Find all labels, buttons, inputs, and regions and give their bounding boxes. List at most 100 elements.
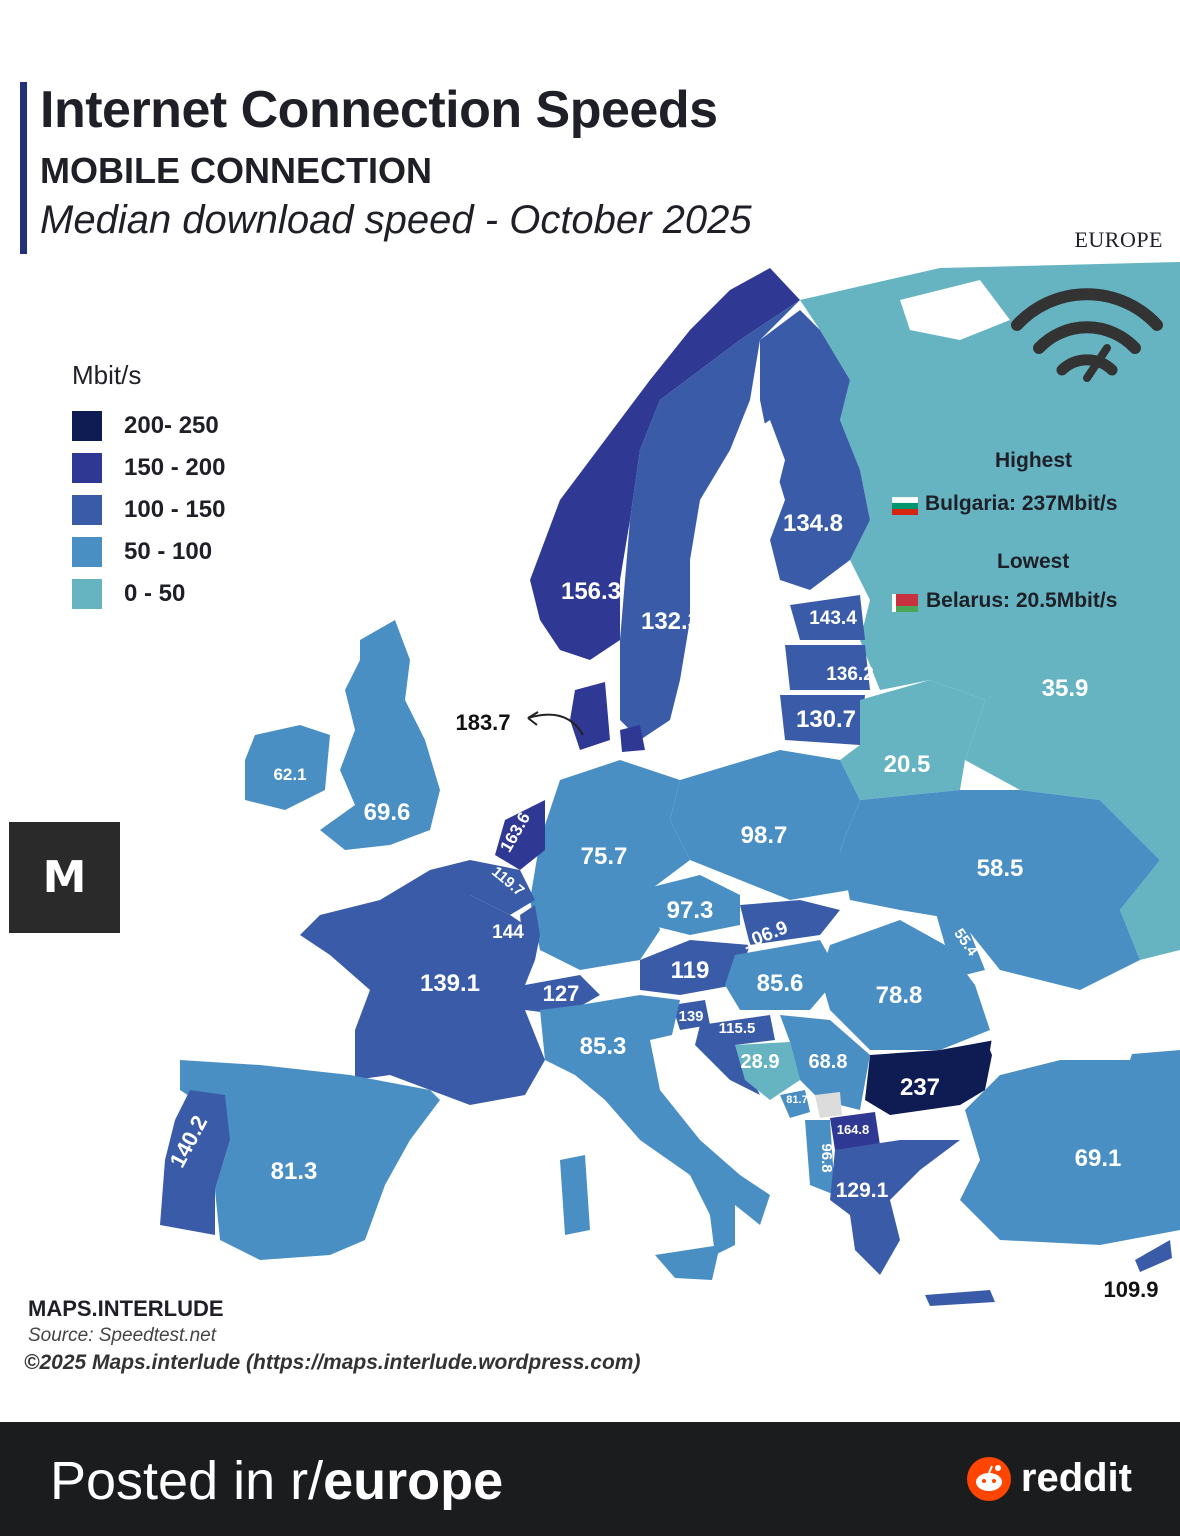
label-romania: 78.8 [876, 982, 923, 1009]
legend-label: 50 - 100 [124, 538, 213, 565]
label-france: 139.1 [420, 970, 480, 997]
country-italy [540, 995, 770, 1255]
country-denmark [570, 682, 610, 750]
country-finland [760, 310, 870, 590]
country-latvia [785, 645, 870, 690]
country-belgium [470, 860, 535, 915]
country-poland [670, 750, 860, 900]
footer-brand: MAPS.INTERLUDE [28, 1296, 224, 1321]
country-ukraine [840, 790, 1160, 990]
legend-label: 0 - 50 [124, 580, 186, 607]
map-subtitle: MOBILE CONNECTION [40, 150, 432, 191]
country-lithuania [780, 695, 865, 745]
label-germany: 75.7 [581, 843, 628, 870]
country-ireland [245, 725, 330, 810]
legend: Mbit/s 200- 250 150 - 200 100 - 150 50 -… [72, 360, 225, 615]
country-estonia [790, 595, 865, 640]
label-croatia: 115.5 [719, 1020, 756, 1037]
label-spain: 81.3 [271, 1158, 318, 1185]
legend-swatch [72, 411, 102, 441]
map-description: Median download speed - October 2025 [40, 198, 752, 242]
posted-prefix: Posted in r/ [50, 1451, 324, 1511]
country-italy-sardinia [560, 1155, 590, 1235]
country-montenegro [780, 1090, 810, 1118]
country-netherlands [495, 800, 545, 870]
legend-swatch [72, 495, 102, 525]
legend-item: 150 - 200 [72, 447, 225, 489]
legend-item: 100 - 150 [72, 489, 225, 531]
country-croatia [695, 1015, 775, 1095]
sea-black-sea [990, 990, 1150, 1075]
region-label: EUROPE [1074, 227, 1163, 252]
label-montenegro: 81.7 [786, 1094, 807, 1106]
label-bulgaria: 237 [900, 1074, 940, 1101]
country-kola [900, 280, 1010, 340]
map-value-labels: 134.8 132.3 156.3 143.4 136.2 130.7 35.9… [164, 510, 1158, 1302]
label-luxembourg: 144 [492, 922, 524, 943]
country-greece-crete [925, 1290, 995, 1306]
country-uk [320, 620, 440, 850]
label-finland: 134.8 [783, 510, 843, 537]
country-france [300, 860, 545, 1105]
country-hungary [725, 940, 840, 1010]
label-bosnia: 28.9 [741, 1051, 780, 1073]
country-czechia [640, 875, 740, 935]
legend-item: 0 - 50 [72, 573, 225, 615]
label-switzerland: 127 [543, 981, 580, 1006]
legend-title: Mbit/s [72, 360, 142, 390]
denmark-arrow [527, 713, 584, 736]
country-slovenia [672, 1000, 710, 1030]
country-belarus [840, 680, 985, 800]
country-norway [530, 268, 800, 660]
reddit-snoo-icon [966, 1456, 1011, 1501]
country-romania [820, 920, 990, 1050]
country-bulgaria [865, 1040, 995, 1115]
label-lithuania: 130.7 [796, 706, 856, 733]
reddit-footer-bar: Posted in r/europe reddit [0, 1422, 1180, 1536]
country-russia [800, 262, 1180, 960]
legend-item: 200- 250 [72, 405, 225, 447]
label-turkey: 69.1 [1075, 1145, 1122, 1172]
label-ukraine: 58.5 [977, 855, 1024, 882]
lowest-text: Belarus: 20.5Mbit/s [926, 589, 1118, 612]
country-portugal [160, 1090, 230, 1235]
label-ireland: 62.1 [273, 765, 306, 784]
denmark-arrowhead [527, 711, 539, 726]
country-turkey [960, 1050, 1180, 1245]
label-poland: 98.7 [741, 822, 788, 849]
legend-label: 150 - 200 [124, 454, 226, 481]
map-title: Internet Connection Speeds [40, 81, 718, 139]
belarus-flag-icon [892, 594, 918, 612]
label-greece: 129.1 [836, 1179, 889, 1202]
legend-label: 200- 250 [124, 412, 219, 439]
bulgaria-flag-icon [892, 497, 918, 515]
label-russia: 35.9 [1042, 675, 1089, 702]
label-estonia: 143.4 [809, 608, 857, 629]
country-north-macedonia [830, 1112, 880, 1150]
subreddit-link[interactable]: europe [323, 1451, 504, 1511]
legend-swatch [72, 579, 102, 609]
country-albania [805, 1120, 835, 1195]
wifi-speed-icon [1011, 288, 1163, 382]
country-kosovo [815, 1092, 842, 1118]
country-italy-sicily [655, 1245, 720, 1280]
country-moldova [935, 910, 985, 975]
maps-interlude-logo-icon: Μ [9, 822, 120, 933]
logo-glyph: Μ [42, 852, 87, 903]
reddit-wordmark: reddit [1020, 1456, 1132, 1500]
reddit-brand[interactable]: reddit [966, 1456, 1132, 1501]
legend-swatch [72, 537, 102, 567]
country-austria [640, 940, 750, 995]
label-austria: 119 [671, 957, 710, 984]
country-cyprus [1135, 1240, 1172, 1272]
label-albania: 96.8 [818, 1143, 835, 1172]
lowest-heading: Lowest [997, 550, 1070, 573]
highest-text: Bulgaria: 237Mbit/s [925, 492, 1118, 515]
label-uk: 69.6 [364, 799, 411, 826]
label-italy: 85.3 [580, 1033, 627, 1060]
label-sweden: 132.3 [641, 608, 701, 635]
country-serbia [780, 1015, 870, 1110]
label-norway: 156.3 [561, 578, 621, 605]
sea-gulf-bothnia [690, 420, 785, 700]
legend-swatch [72, 453, 102, 483]
